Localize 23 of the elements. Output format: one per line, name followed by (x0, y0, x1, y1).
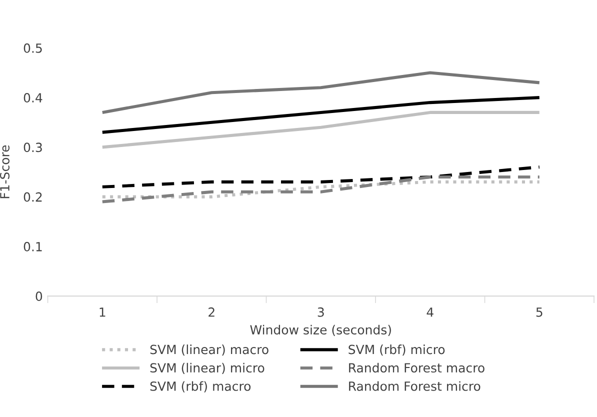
y-tick-label: 0.2 (24, 192, 42, 202)
y-tick-label: 0.3 (24, 142, 42, 152)
line-series (100, 166, 541, 188)
x-tick-label: 4 (426, 308, 434, 317)
y-tick-label: 0.5 (24, 43, 42, 53)
y-tick-label: 0.4 (24, 93, 42, 103)
line-series (100, 71, 541, 114)
line-series (100, 96, 541, 134)
legend-label: SVM (rbf) macro (150, 381, 251, 392)
legend-label: Random Forest macro (349, 362, 484, 373)
legend-label: SVM (linear) macro (150, 344, 268, 356)
legend-label: SVM (rbf) micro (348, 344, 445, 356)
y-tick-label: 0 (36, 292, 42, 301)
x-tick-label: 2 (208, 307, 214, 317)
legend-label: SVM (linear) micro (150, 362, 264, 374)
line-series (100, 110, 541, 149)
x-tick-label: 5 (536, 308, 542, 317)
legend-label: Random Forest micro (349, 381, 480, 391)
y-tick-label: 0.1 (24, 242, 42, 252)
x-tick-label: 3 (318, 307, 324, 317)
y-axis-title: F1-Score (0, 145, 10, 198)
x-axis-title: Window size (seconds) (250, 324, 391, 336)
x-tick-label: 1 (100, 308, 106, 317)
